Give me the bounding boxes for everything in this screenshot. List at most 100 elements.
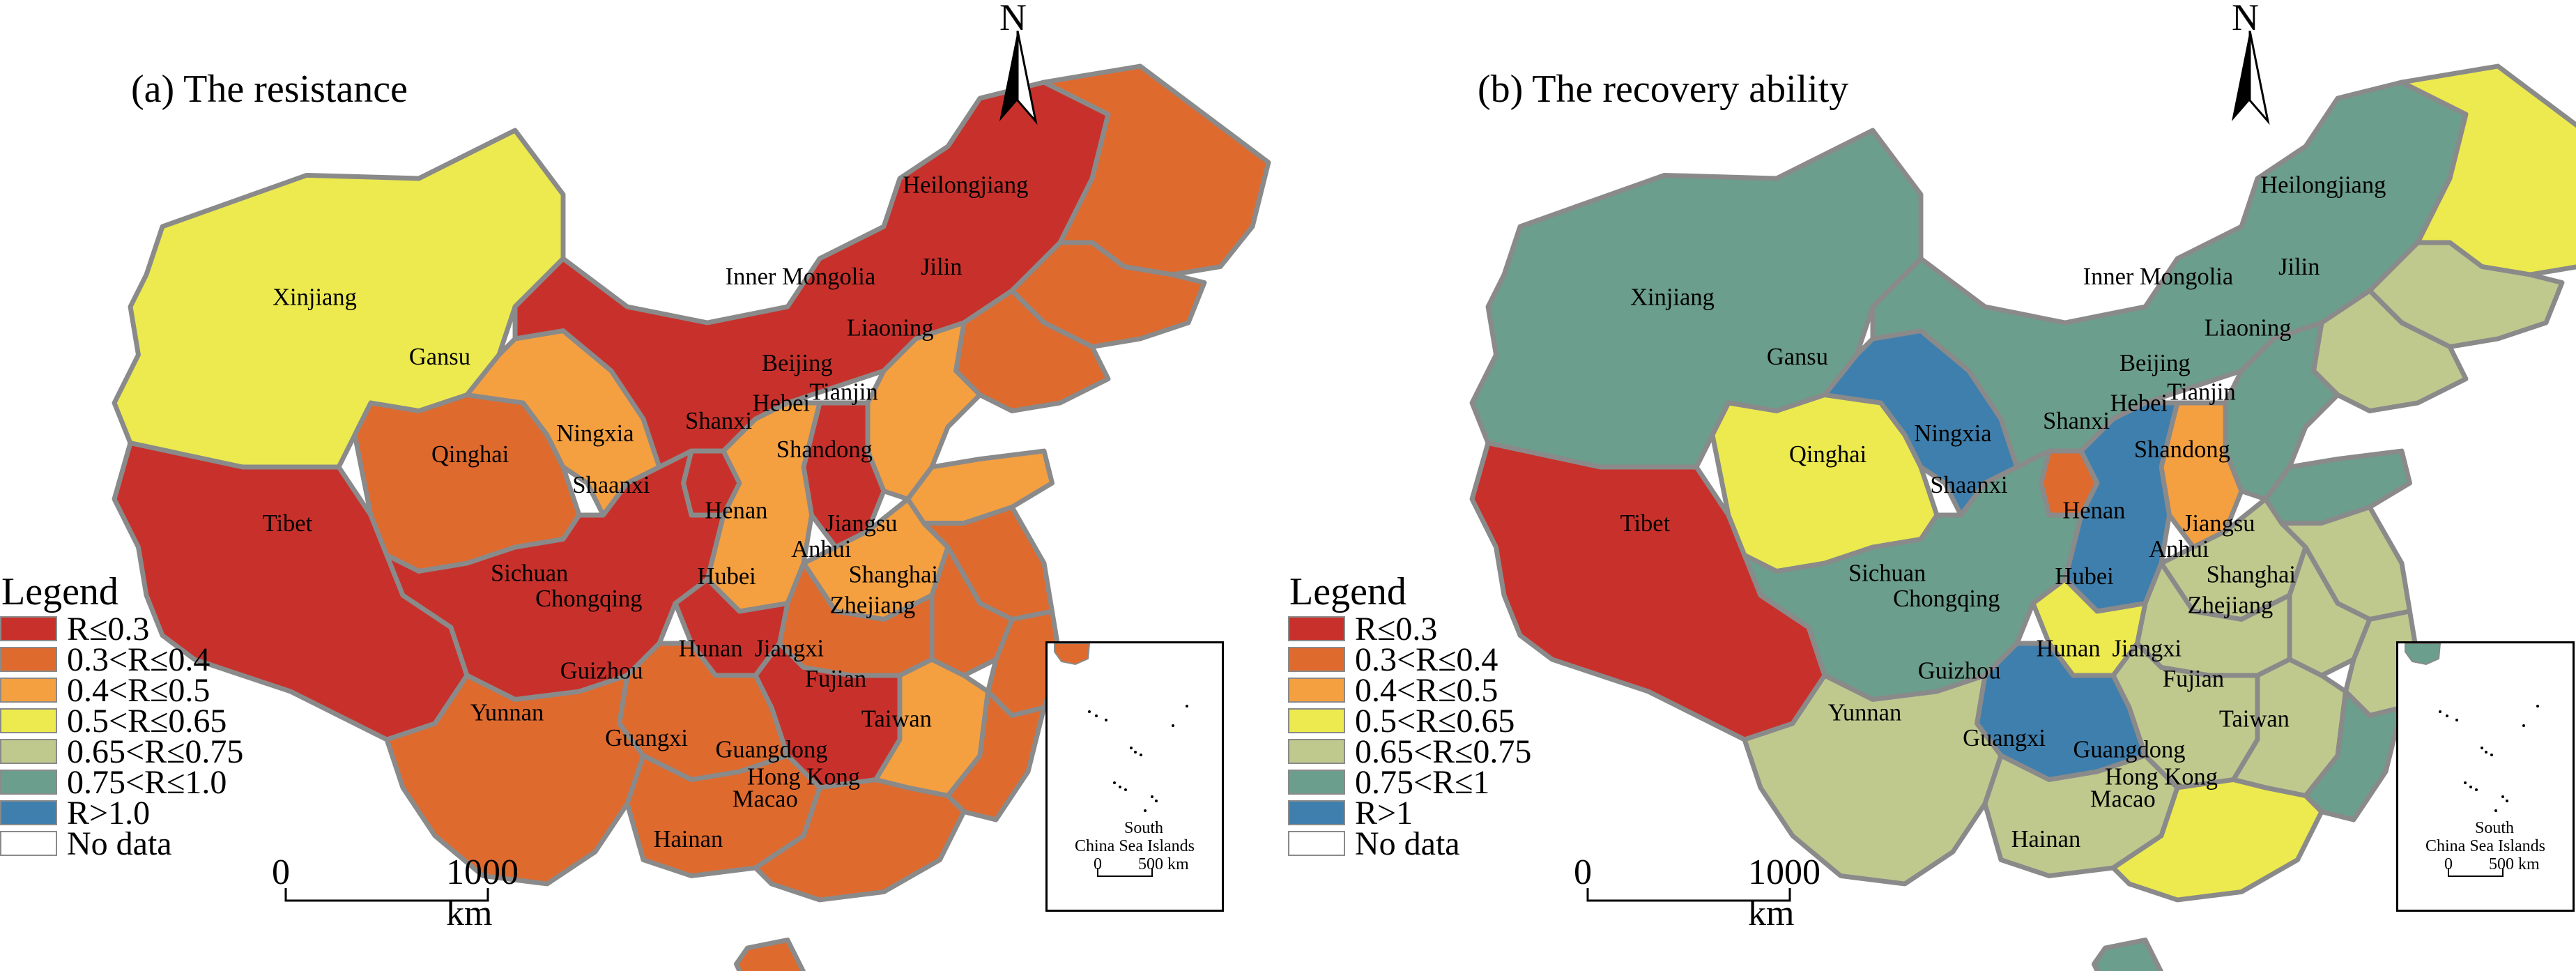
inset-islands	[1088, 705, 1188, 812]
province-guangdong	[753, 777, 967, 903]
legend-item: 0.5<R≤0.65	[1288, 703, 1531, 740]
label-shanxi: Shanxi	[685, 408, 752, 434]
legend-swatch	[0, 800, 57, 825]
label-anhui: Anhui	[791, 536, 851, 563]
label-macao: Macao	[733, 786, 798, 813]
legend-swatch	[1288, 800, 1345, 825]
label-hainan: Hainan	[654, 826, 723, 853]
label-sichuan: Sichuan	[491, 560, 568, 586]
legend-swatch	[1288, 708, 1345, 733]
north-letter: N	[999, 0, 1027, 38]
legend-label: No data	[67, 825, 172, 862]
label-beijing: Beijing	[762, 350, 833, 376]
legend-item: 0.75<R≤1	[1288, 764, 1531, 801]
label-fujian: Fujian	[2163, 666, 2224, 692]
label-hongkong: Hong Kong	[747, 763, 860, 790]
label-hubei: Hubei	[697, 563, 756, 590]
legend-swatch	[0, 770, 57, 795]
label-ningxia: Ningxia	[556, 420, 634, 447]
legend-label: 0.4<R≤0.5	[1355, 671, 1498, 709]
label-shaanxi: Shaanxi	[1930, 472, 2007, 498]
label-guangxi: Guangxi	[605, 725, 688, 751]
label-macao: Macao	[2090, 786, 2156, 813]
legend-label: R>1	[1355, 794, 1413, 832]
legend-item: R≤0.3	[0, 611, 243, 648]
label-xinjiang: Xinjiang	[273, 284, 357, 311]
label-liaoning: Liaoning	[2205, 314, 2292, 341]
label-taiwan: Taiwan	[2219, 706, 2290, 733]
legend-swatch	[1288, 831, 1345, 856]
label-hebei: Hebei	[2110, 390, 2168, 417]
label-tianjin: Tianjin	[2167, 379, 2235, 405]
south-china-sea-inset: South China Sea Islands 0 500 km	[2396, 641, 2575, 912]
legend-items: R≤0.3 0.3<R≤0.4 0.4<R≤0.5 0.5<R≤0.65 0.65<R≤…	[1288, 611, 1531, 862]
panel-title: (a) The resistance	[131, 68, 408, 111]
north-arrow-icon	[2232, 31, 2270, 125]
province-labels: Xinjiang Tibet Qinghai Gansu Inner Mongo…	[263, 172, 1029, 853]
inset-label-1: South	[1124, 819, 1164, 837]
inset-label-2: China Sea Islands	[2425, 837, 2545, 855]
legend-item: 0.3<R≤0.4	[1288, 641, 1531, 678]
scale-start: 0	[1574, 853, 1592, 892]
legend-swatch	[1288, 678, 1345, 703]
north-arrow-icon	[999, 31, 1038, 125]
legend-swatch	[1288, 616, 1345, 641]
legend-label: 0.3<R≤0.4	[67, 641, 210, 678]
legend-swatch	[0, 678, 57, 703]
label-hubei: Hubei	[2055, 563, 2113, 590]
legend: Legend R≤0.3 0.3<R≤0.4 0.4<R≤0.5 0.5<R≤0.65…	[1288, 570, 1531, 862]
label-gansu: Gansu	[1767, 344, 1828, 370]
legend-label: 0.4<R≤0.5	[67, 671, 210, 709]
legend-title: Legend	[1289, 570, 1406, 613]
inset-map	[2405, 643, 2539, 812]
legend-label: 0.75<R≤1	[1355, 763, 1490, 801]
label-henan: Henan	[2062, 498, 2125, 524]
label-shandong: Shandong	[2134, 436, 2230, 463]
label-jiangxi: Jiangxi	[754, 635, 824, 662]
legend-swatch	[0, 616, 57, 641]
legend-label: R≤0.3	[67, 610, 150, 648]
legend-label: 0.65<R≤0.75	[67, 733, 244, 770]
label-shandong: Shandong	[776, 436, 873, 463]
inset-islands	[2439, 705, 2539, 812]
label-inner-mongolia: Inner Mongolia	[2083, 263, 2234, 290]
panel-recovery: (b) The recovery ability	[1288, 0, 2576, 971]
label-zhejiang: Zhejiang	[830, 592, 916, 618]
legend-swatch	[0, 647, 57, 672]
label-heilongjiang: Heilongjiang	[903, 172, 1028, 199]
legend-item: R>1	[1288, 795, 1531, 832]
legend-swatch	[0, 739, 57, 764]
scale-line	[284, 888, 489, 902]
panel-resistance: (a) The resistance	[0, 0, 1271, 971]
inset-scale-line	[2448, 868, 2504, 877]
legend: Legend R≤0.3 0.3<R≤0.4 0.4<R≤0.5 0.5<R≤0.65…	[0, 570, 244, 862]
label-hebei: Hebei	[753, 390, 810, 417]
label-henan: Henan	[705, 498, 767, 524]
legend-items: R≤0.3 0.3<R≤0.4 0.4<R≤0.5 0.5<R≤0.65 0.65<R≤…	[0, 611, 244, 862]
label-gansu: Gansu	[409, 344, 470, 370]
north-arrow: N	[2222, 0, 2278, 125]
label-heilongjiang: Heilongjiang	[2260, 172, 2386, 199]
province-fujian	[2303, 689, 2405, 823]
label-jiangsu: Jiangsu	[2183, 510, 2255, 537]
province-fujian	[945, 689, 1047, 823]
inset-scale-line	[1097, 868, 1153, 877]
legend-label: 0.5<R≤0.65	[1355, 702, 1515, 740]
label-fujian: Fujian	[805, 666, 866, 692]
label-hongkong: Hong Kong	[2105, 763, 2218, 790]
legend-swatch	[1288, 770, 1345, 795]
label-ningxia: Ningxia	[1914, 420, 1991, 447]
label-yunnan: Yunnan	[1828, 699, 1901, 726]
label-jiangsu: Jiangsu	[825, 510, 898, 537]
scale-line	[1586, 888, 1791, 902]
legend-swatch	[0, 831, 57, 856]
panel-title: (b) The recovery ability	[1478, 68, 1849, 111]
scale-start: 0	[272, 853, 290, 892]
legend-label: 0.5<R≤0.65	[67, 702, 227, 740]
label-guizhou: Guizhou	[560, 658, 643, 685]
scale-bar: 0 1000 km	[1574, 852, 1820, 933]
legend-item: 0.4<R≤0.5	[0, 672, 243, 709]
label-liaoning: Liaoning	[847, 314, 934, 341]
legend-item: 0.75<R≤1.0	[0, 764, 243, 801]
legend-item: No data	[1288, 825, 1531, 862]
